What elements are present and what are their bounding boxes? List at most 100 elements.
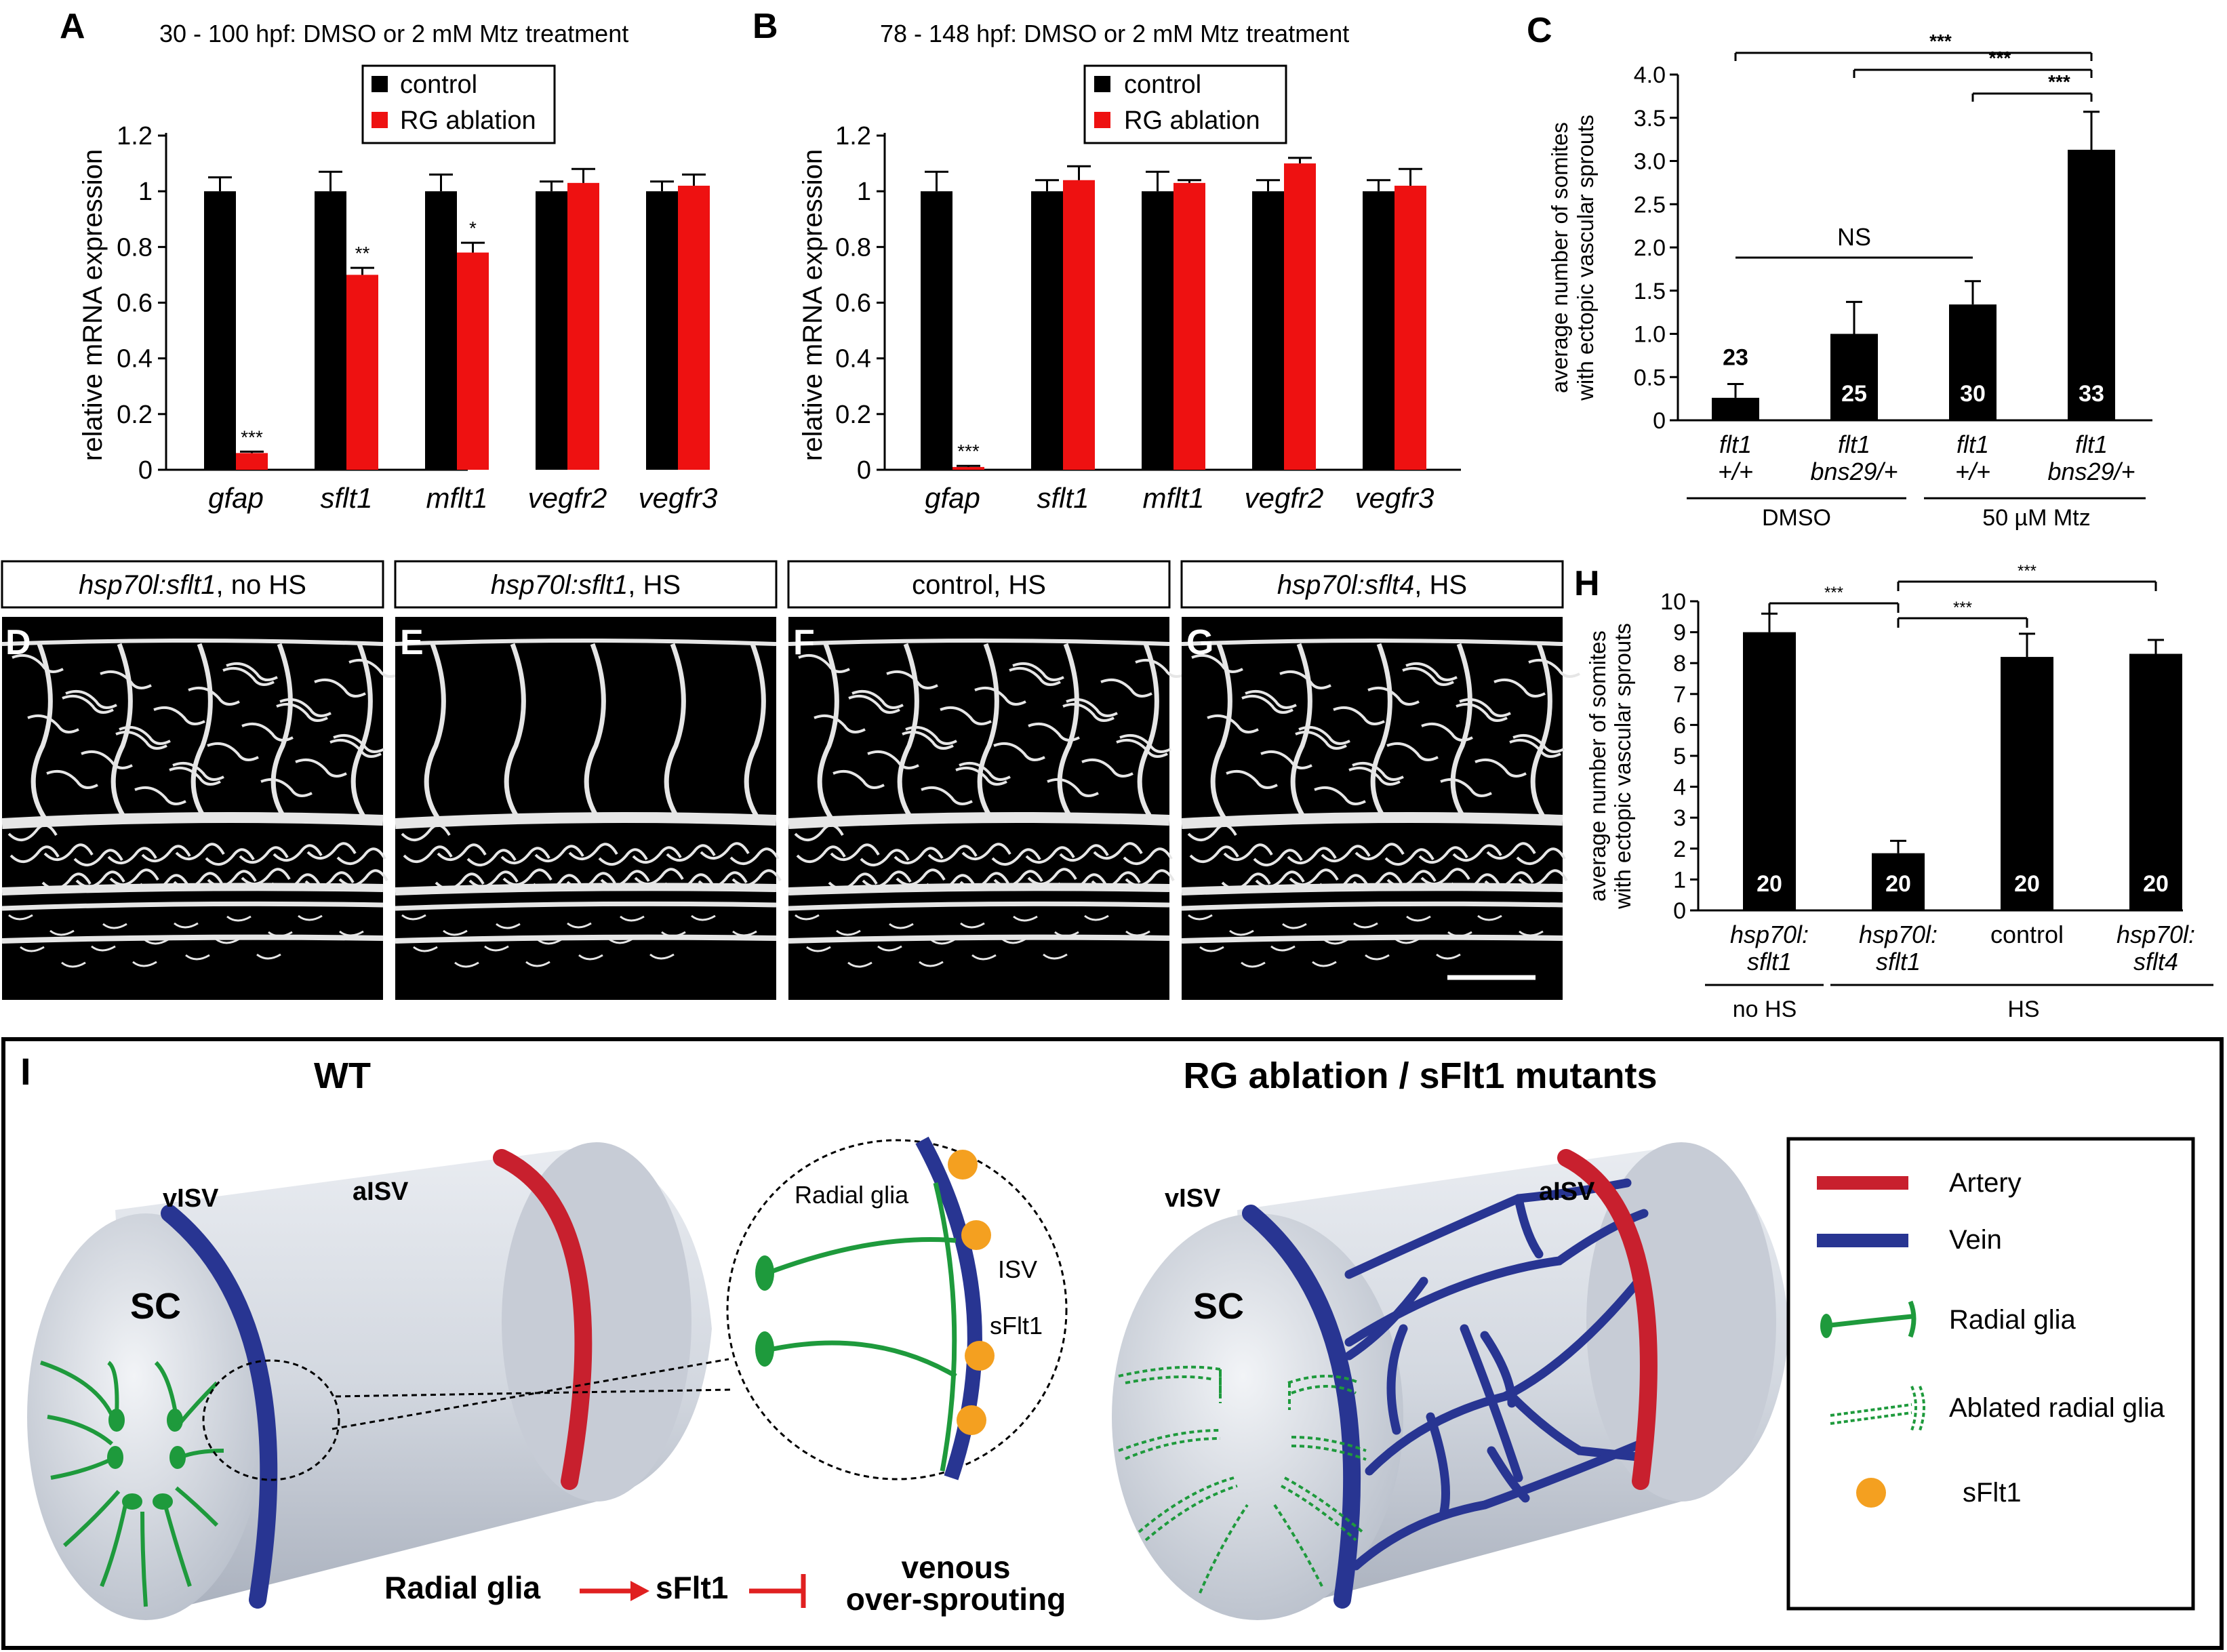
y-tick-label: 9 [1673,620,1686,646]
y-tick-label: 0 [1653,408,1666,434]
pathway-sflt1: sFlt1 [656,1570,728,1605]
inset-sflt1-label: sFlt1 [990,1312,1043,1339]
significance-label: *** [2018,562,2037,580]
n-label: 33 [2079,381,2104,407]
chart-h-ylabel-line2: with ectopic vascular sprouts [1610,623,1635,910]
n-label: 20 [2143,871,2169,897]
y-tick-label: 3.0 [1634,149,1666,175]
panel-letter-c: C [1527,11,1552,50]
bar-control [921,191,952,470]
significance-label: *** [957,441,980,462]
chart-h-group-nohs: no HS [1733,996,1797,1022]
chart-c-ylabel-line1: average number of somites [1547,122,1572,393]
bar [1712,397,1759,420]
chart-a-legend-ablation: RG ablation [400,106,536,135]
category-label: sflt1 [320,482,372,514]
panel-f-title-box [787,560,1171,609]
bar-ablation [1173,182,1205,470]
bar [2001,657,2053,910]
n-label: 23 [1723,344,1748,370]
legend-ablated-glia: Ablated radial glia [1949,1393,2165,1423]
category-label: sflt4 [2133,948,2178,975]
micrograph-e: E [395,617,782,1000]
panel-c: C average number of somites with ectopic… [1527,11,2152,531]
bar-control [204,191,236,470]
y-tick-label: 6 [1673,712,1686,738]
significance-label: *** [2048,71,2070,92]
wt-cylinder: aISV vISV SC [27,1142,733,1620]
y-tick-label: 1 [1673,867,1686,893]
chart-c-plot: 00.51.01.52.02.53.03.54.023flt1+/+25flt1… [1634,31,2152,500]
chart-b-title: 78 - 148 hpf: DMSO or 2 mM Mtz treatment [880,20,1349,47]
panel-e-title-box [394,560,778,609]
y-tick-label: 7 [1673,682,1686,708]
panel-i-schematic: I WT RG ablation / sFlt1 mutants [1,1037,2224,1650]
bar-control [1031,191,1063,470]
bar [1949,304,1997,420]
wt-aisv-label: aISV [353,1177,409,1206]
category-label: flt1 [2075,430,2108,458]
legend-ablated-glia-swatch [1830,1386,1925,1431]
inset-isv-label: ISV [998,1255,1037,1283]
panel-letter-b: B [753,7,778,46]
panel-h: H average number of somites with ectopic… [1574,562,2213,1022]
significance-label: *** [1989,47,2011,68]
y-tick-label: 1.0 [1634,322,1666,348]
panel-b: B 78 - 148 hpf: DMSO or 2 mM Mtz treatme… [753,7,1461,514]
y-tick-label: 8 [1673,651,1686,677]
pathway-oversprouting: over-sprouting [846,1582,1066,1617]
y-tick-label: 0.8 [835,233,871,262]
panel-letter-g: G [1186,623,1213,662]
mutant-vein [1242,1205,1361,1609]
n-label: 20 [1885,871,1911,897]
y-tick-label: 4 [1673,775,1686,801]
ns-label: NS [1837,223,1871,251]
significance-label: *** [1824,584,1843,602]
significance-label: ** [355,243,370,264]
y-tick-label: 0 [857,456,871,485]
bar-control [536,191,567,470]
bar-ablation [1063,180,1095,470]
y-tick-label: 1.2 [835,122,871,150]
y-tick-label: 2.5 [1634,192,1666,218]
mutant-sc-label: SC [1193,1286,1244,1327]
pathway: Radial glia sFlt1 venous over-sprouting [384,1550,1066,1617]
legend-radial-glia-swatch [1820,1300,1917,1338]
panel-letter-h: H [1574,564,1600,603]
category-label: vegfr2 [1245,482,1324,514]
category-label: flt1 [1838,430,1870,458]
legend-sflt1: sFlt1 [1963,1478,2022,1508]
category-label: vegfr3 [1355,482,1434,514]
chart-c-group-mtz: 50 µM Mtz [1982,505,2090,531]
category-label: control [1990,921,2064,948]
chart-b-plot: 0 0.2 0.4 0.6 0.8 1 1.2 *** gfap sflt1 mflt1 vegfr2… [835,122,1461,514]
panel-letter-a: A [60,7,85,46]
mutant-aisv-label: aISV [1539,1177,1595,1206]
y-tick-label: 0.4 [117,345,153,374]
bar-ablation [567,182,599,470]
category-label: +/+ [1718,458,1753,485]
wt-sc-label: SC [130,1286,181,1327]
panel-letter-e: E [400,623,424,662]
y-tick-label: 2.0 [1634,235,1666,261]
y-tick-label: 3.5 [1634,106,1666,132]
bar-ablation [346,275,378,470]
legend-radial-glia: Radial glia [1949,1305,2076,1335]
y-tick-label: 0 [1673,898,1686,924]
y-tick-label: 5 [1673,744,1686,769]
panel-a: A 30 - 100 hpf: DMSO or 2 mM Mtz treatme… [60,7,717,514]
chart-c-group-dmso: DMSO [1762,505,1831,531]
inset-zoom: Radial glia ISV sFlt1 [726,1136,1068,1480]
bar-control [315,191,346,470]
legend-vein: Vein [1949,1225,2002,1255]
chart-b-legend-control: control [1124,70,1201,99]
panel-letter-d: D [5,623,31,662]
bar-control [1363,191,1395,470]
bar-control [1142,191,1173,470]
category-label: hsp70l: [1730,921,1809,948]
mutant-title: RG ablation / sFlt1 mutants [1183,1055,1657,1096]
category-label: mflt1 [426,482,487,514]
legend-box [1786,1137,2195,1611]
schematic-legend: Artery Vein Radial glia Ablated radial g… [1786,1137,2195,1611]
y-tick-label: 1.5 [1634,279,1666,304]
